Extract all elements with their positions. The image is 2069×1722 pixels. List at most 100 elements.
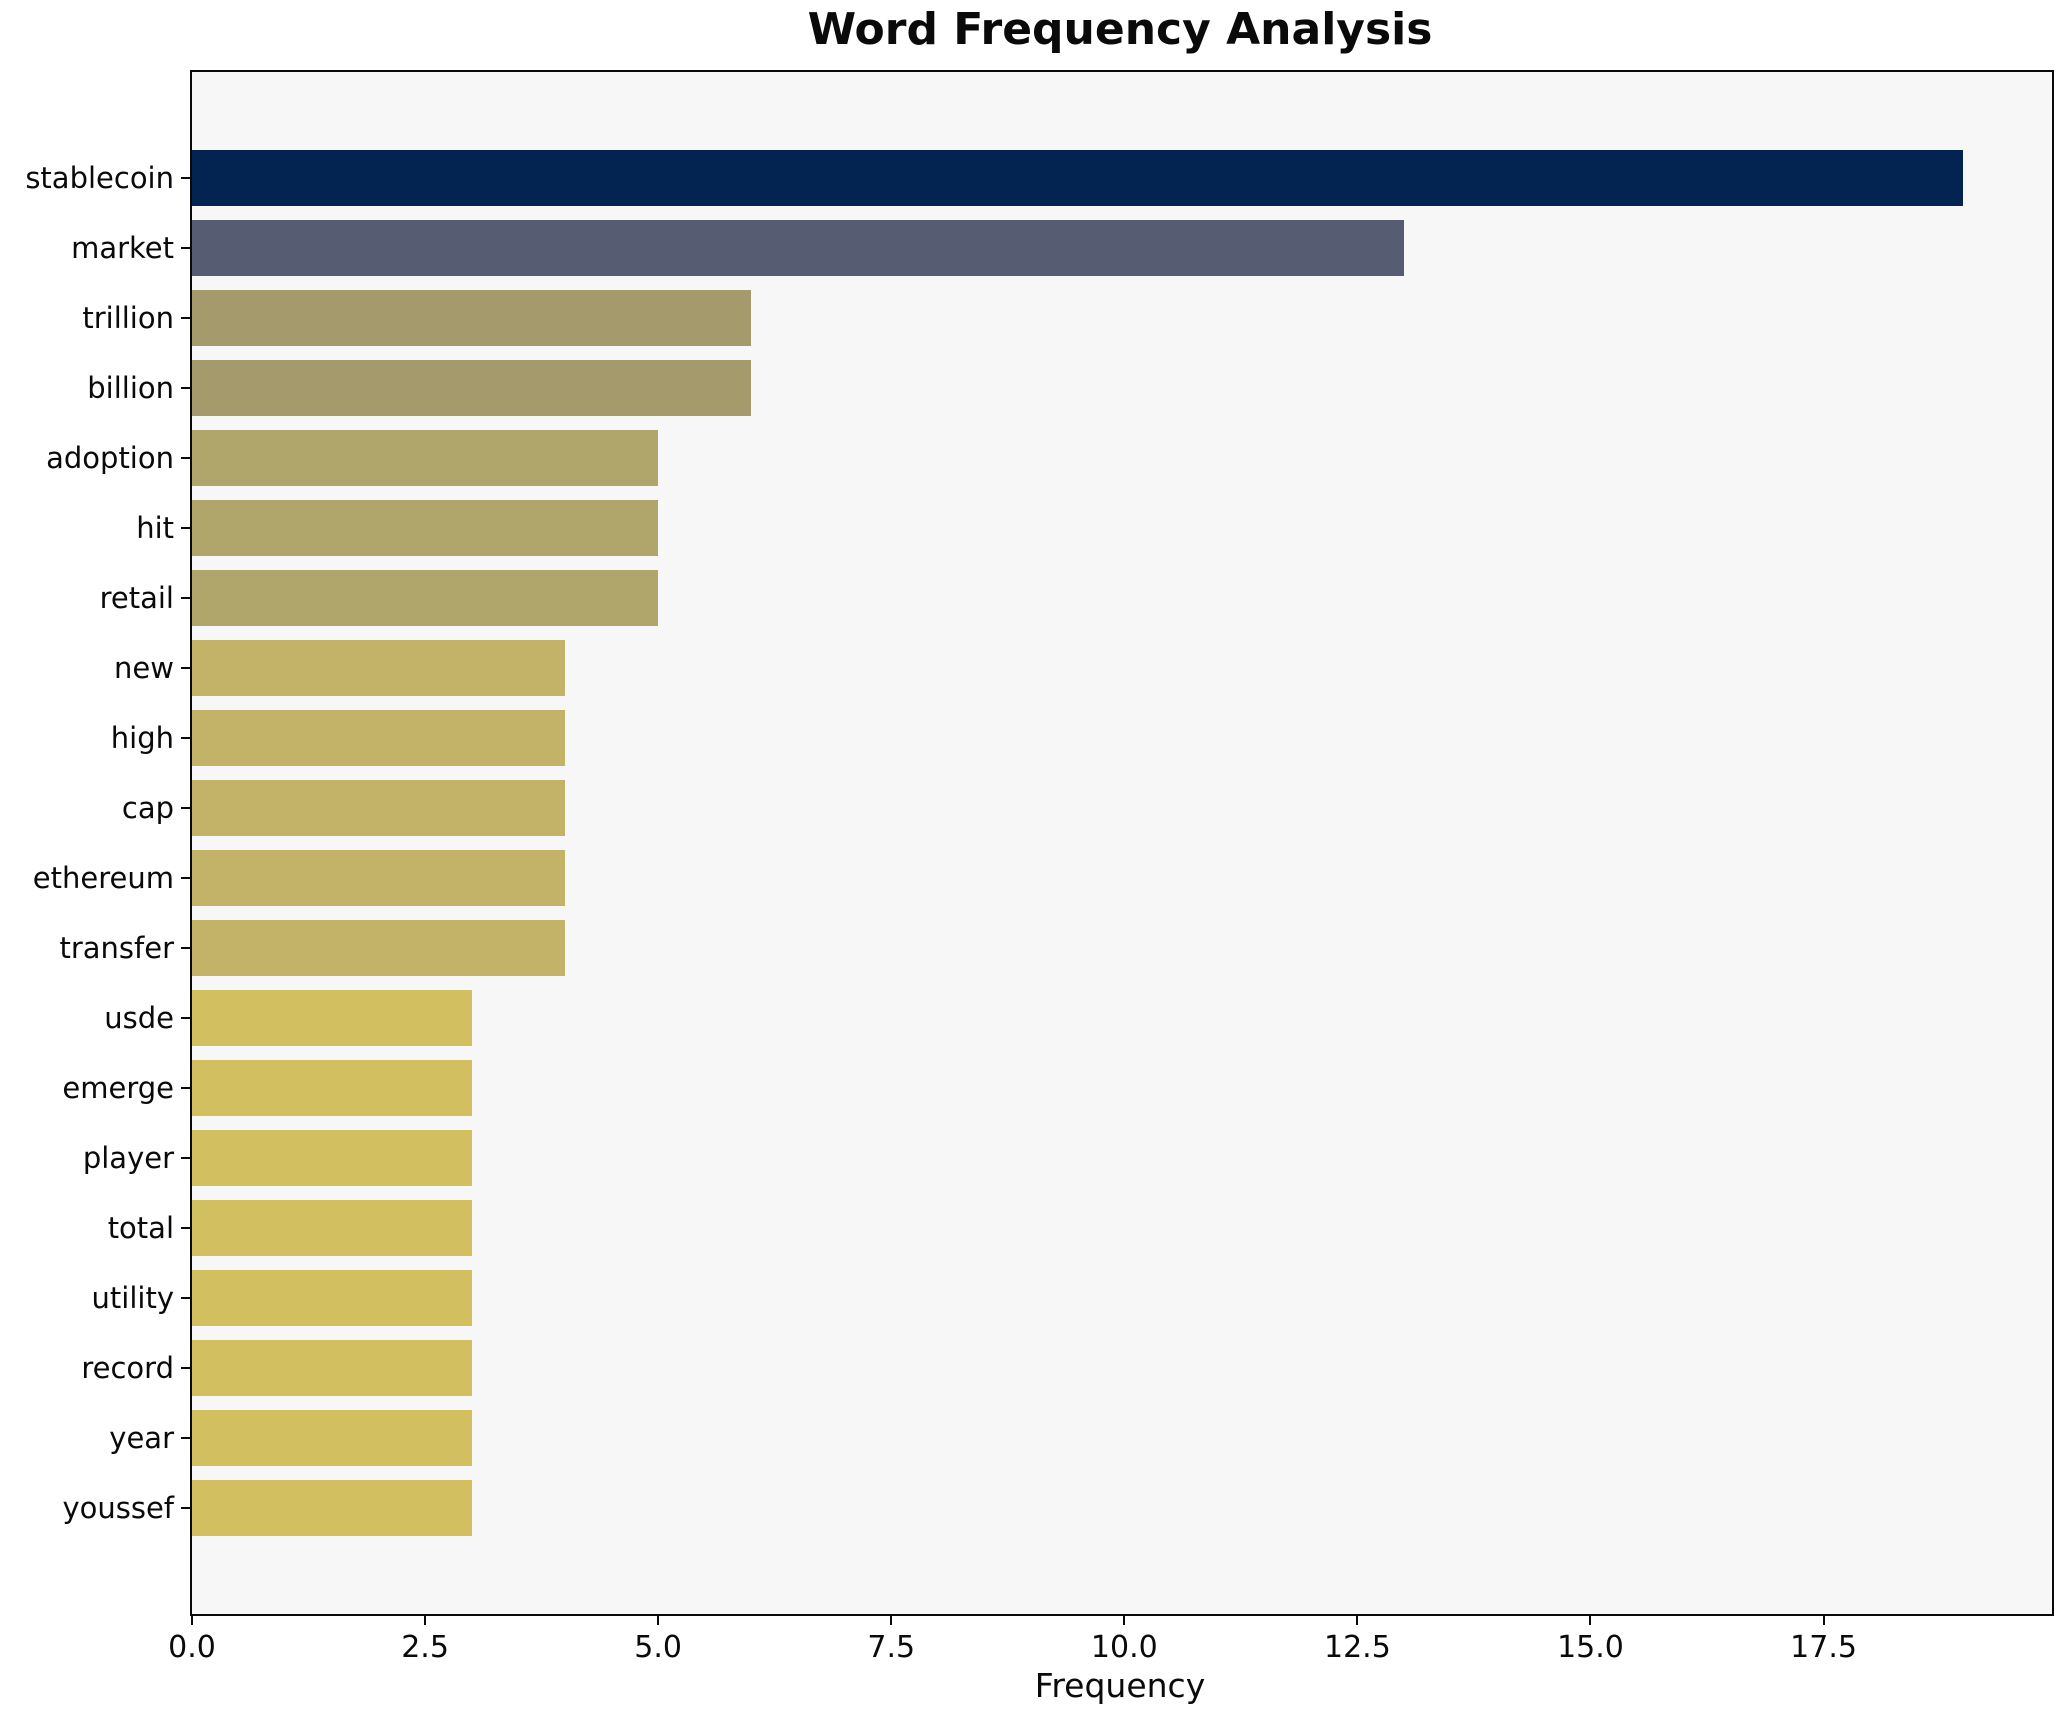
plot-area: stablecoin market trillion billion adoption h… <box>25 70 2054 1665</box>
x-tick-label: 5.0 <box>634 1630 683 1665</box>
bar <box>192 220 1405 276</box>
bar <box>192 570 659 626</box>
y-tick-mark <box>181 387 190 389</box>
bar-row: utility <box>92 1263 2052 1333</box>
y-tick-label: new <box>114 651 174 685</box>
y-tick-label: cap <box>121 791 174 825</box>
y-tick-mark <box>181 947 190 949</box>
y-tick-mark <box>181 1297 190 1299</box>
bar-row: emerge <box>62 1053 2052 1123</box>
y-tick-mark <box>181 1087 190 1089</box>
y-tick-label: year <box>109 1421 174 1455</box>
x-tick-label: 0.0 <box>168 1630 216 1665</box>
bar <box>192 850 565 906</box>
bar <box>192 360 752 416</box>
x-tick-mark <box>1356 1616 1359 1625</box>
bar <box>192 1130 472 1186</box>
bar <box>192 1270 472 1326</box>
bar <box>192 710 565 766</box>
x-axis-title: Frequency <box>1034 1666 1206 1705</box>
x-tick-label: 17.5 <box>1790 1630 1857 1665</box>
y-tick-mark <box>181 597 190 599</box>
y-tick-label: stablecoin <box>25 161 174 195</box>
y-tick-mark <box>181 177 190 179</box>
y-tick-mark <box>181 527 190 529</box>
bar <box>192 780 565 836</box>
y-tick-mark <box>181 1437 190 1439</box>
bar-row: hit <box>136 493 2052 563</box>
y-tick-label: youssef <box>62 1491 174 1525</box>
y-tick-label: emerge <box>62 1071 174 1105</box>
y-tick-mark <box>181 1017 190 1019</box>
bar <box>192 500 659 556</box>
bar-row: youssef <box>62 1473 2052 1543</box>
bar-row: stablecoin <box>25 143 2052 213</box>
bar <box>192 1480 472 1536</box>
bar-row: transfer <box>59 913 2052 983</box>
y-tick-label: hit <box>136 511 174 545</box>
bar-row: trillion <box>82 283 2052 353</box>
bar <box>192 640 565 696</box>
y-tick-mark <box>181 877 190 879</box>
bar <box>192 150 1964 206</box>
y-tick-label: market <box>71 231 174 265</box>
y-tick-label: adoption <box>46 441 174 475</box>
bar <box>192 1340 472 1396</box>
bar-row: billion <box>87 353 2052 423</box>
y-tick-mark <box>181 1367 190 1369</box>
y-tick-label: trillion <box>82 301 174 335</box>
chart-title: Word Frequency Analysis <box>807 4 1433 55</box>
y-tick-mark <box>181 317 190 319</box>
bar-row: total <box>108 1193 2052 1263</box>
bar-row: player <box>83 1123 2052 1193</box>
bar-row: record <box>81 1333 2052 1403</box>
bar-row: high <box>111 703 2052 773</box>
x-tick-label: 12.5 <box>1324 1630 1391 1665</box>
bar-row: year <box>109 1403 2052 1473</box>
y-tick-label: retail <box>99 581 174 615</box>
y-tick-label: player <box>82 1141 174 1175</box>
x-tick-mark <box>1822 1616 1825 1625</box>
bar-row: new <box>114 633 2052 703</box>
x-tick-mark <box>657 1616 660 1625</box>
y-tick-mark <box>181 457 190 459</box>
x-tick-label: 2.5 <box>401 1630 449 1665</box>
bar <box>192 920 565 976</box>
y-tick-mark <box>181 807 190 809</box>
x-tick-mark <box>1123 1616 1126 1625</box>
y-tick-label: usde <box>104 1001 174 1035</box>
x-tick-mark <box>1589 1616 1592 1625</box>
y-tick-label: record <box>81 1351 174 1385</box>
x-tick-mark <box>191 1616 193 1625</box>
bar <box>192 1410 472 1466</box>
y-tick-mark <box>181 1227 190 1229</box>
x-tick-label: 15.0 <box>1557 1630 1624 1665</box>
bars-area: stablecoin market trillion billion adoption h… <box>25 72 2052 1614</box>
x-tick-label: 7.5 <box>867 1630 916 1665</box>
bar <box>192 430 659 486</box>
y-tick-mark <box>181 1507 190 1509</box>
bar-row: retail <box>100 563 2052 633</box>
y-tick-label: high <box>110 721 174 755</box>
bar-row: market <box>71 213 2052 283</box>
bar <box>192 290 752 346</box>
bar <box>192 1200 472 1256</box>
y-tick-label: ethereum <box>32 861 174 895</box>
y-tick-label: utility <box>91 1281 174 1315</box>
y-tick-mark <box>181 247 190 249</box>
bar-row: adoption <box>46 423 2052 493</box>
x-tick-mark <box>424 1616 427 1625</box>
y-tick-mark <box>181 737 190 739</box>
y-tick-label: total <box>107 1211 174 1245</box>
x-tick-mark <box>890 1616 893 1625</box>
bar-row: cap <box>122 773 2052 843</box>
bar-row: usde <box>104 983 2052 1053</box>
bar <box>192 990 472 1046</box>
y-tick-label: transfer <box>59 931 174 965</box>
y-tick-label: billion <box>87 371 174 405</box>
y-tick-mark <box>181 667 190 669</box>
bar-row: ethereum <box>33 843 2052 913</box>
bar <box>192 1060 472 1116</box>
x-tick-label: 10.0 <box>1090 1630 1158 1665</box>
